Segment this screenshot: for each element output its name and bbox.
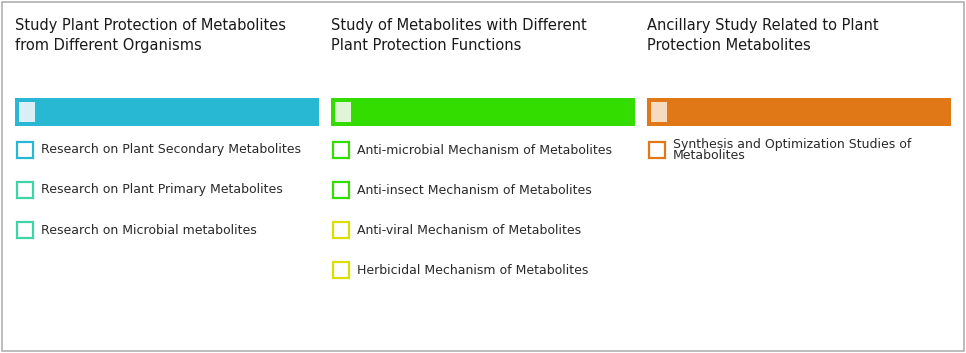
- Bar: [333, 222, 349, 238]
- Bar: [651, 102, 668, 122]
- Bar: [17, 182, 33, 198]
- Bar: [19, 102, 35, 122]
- Text: Research on Plant Secondary Metabolites: Research on Plant Secondary Metabolites: [41, 144, 301, 156]
- Text: Anti-insect Mechanism of Metabolites: Anti-insect Mechanism of Metabolites: [357, 184, 592, 197]
- Bar: [333, 182, 349, 198]
- Bar: [17, 142, 33, 158]
- Bar: [331, 98, 635, 126]
- Bar: [335, 102, 351, 122]
- Text: Anti-microbial Mechanism of Metabolites: Anti-microbial Mechanism of Metabolites: [357, 144, 612, 156]
- Text: Study of Metabolites with Different
Plant Protection Functions: Study of Metabolites with Different Plan…: [331, 18, 586, 53]
- Text: Herbicidal Mechanism of Metabolites: Herbicidal Mechanism of Metabolites: [357, 263, 588, 276]
- Text: Metabolites: Metabolites: [673, 149, 746, 162]
- Bar: [15, 98, 319, 126]
- Text: Anti-viral Mechanism of Metabolites: Anti-viral Mechanism of Metabolites: [357, 223, 582, 237]
- Bar: [17, 222, 33, 238]
- Text: Study Plant Protection of Metabolites
from Different Organisms: Study Plant Protection of Metabolites fr…: [15, 18, 286, 53]
- Text: Research on Microbial metabolites: Research on Microbial metabolites: [41, 223, 257, 237]
- Text: Ancillary Study Related to Plant
Protection Metabolites: Ancillary Study Related to Plant Protect…: [647, 18, 879, 53]
- Bar: [333, 262, 349, 278]
- Text: Synthesis and Optimization Studies of: Synthesis and Optimization Studies of: [673, 138, 911, 151]
- Text: Research on Plant Primary Metabolites: Research on Plant Primary Metabolites: [41, 184, 283, 197]
- Bar: [333, 142, 349, 158]
- Bar: [649, 142, 665, 158]
- Bar: [647, 98, 951, 126]
